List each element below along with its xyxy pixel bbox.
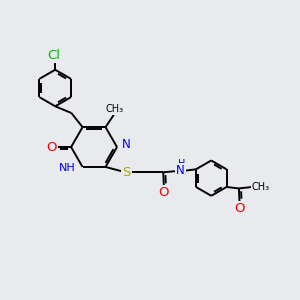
Text: N: N	[122, 138, 130, 151]
Text: O: O	[234, 202, 245, 215]
Text: CH₃: CH₃	[106, 104, 124, 114]
Text: Cl: Cl	[47, 49, 60, 62]
Text: CH₃: CH₃	[251, 182, 269, 192]
Text: H: H	[178, 159, 185, 169]
Text: S: S	[123, 166, 131, 179]
Text: NH: NH	[59, 163, 76, 172]
Text: O: O	[159, 186, 169, 200]
Text: O: O	[46, 141, 57, 154]
Text: N: N	[176, 164, 185, 177]
